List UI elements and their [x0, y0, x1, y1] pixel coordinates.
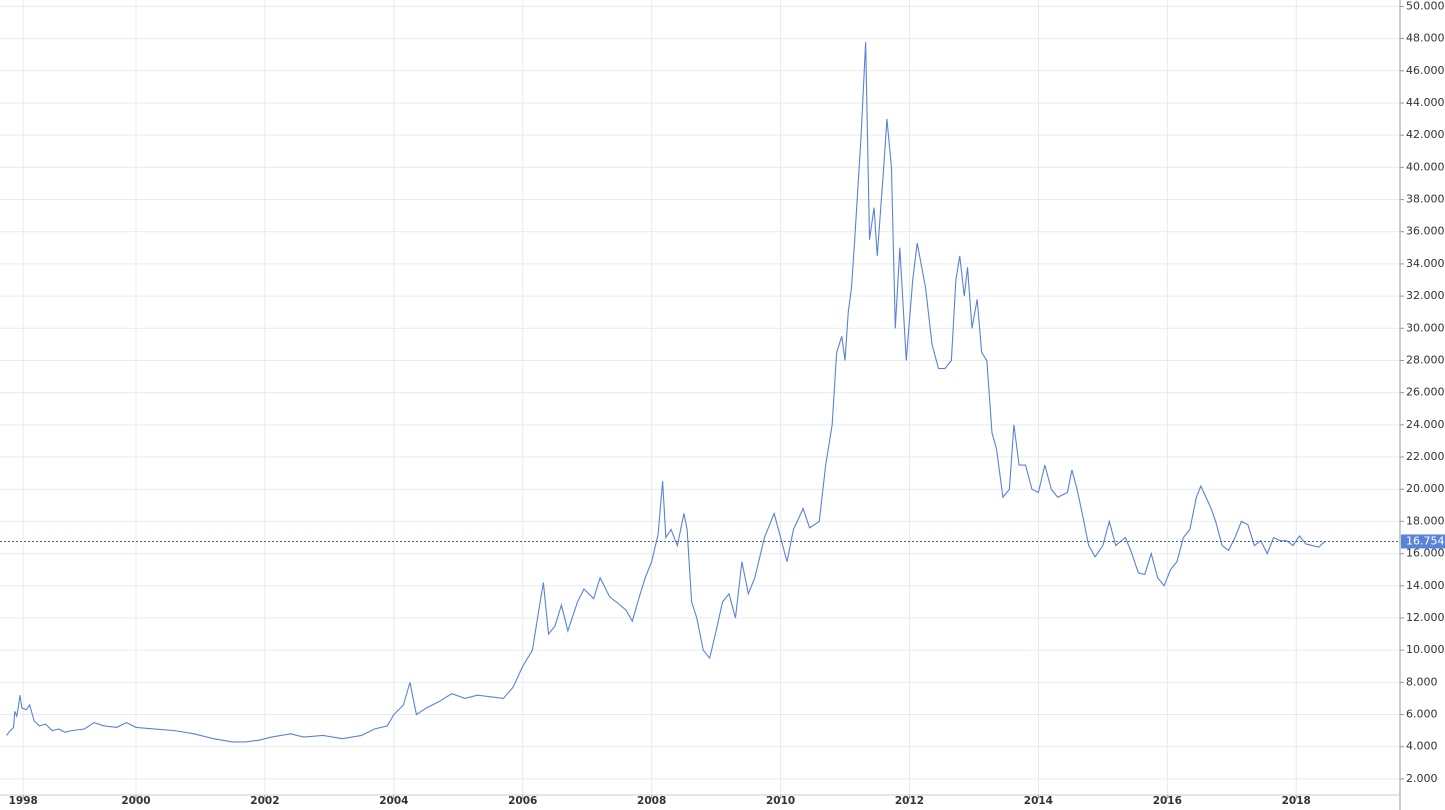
y-tick-label: 10.000 — [1406, 643, 1445, 656]
x-tick-label: 2016 — [1153, 795, 1182, 807]
y-tick-label: 2.000 — [1406, 772, 1438, 785]
x-tick-label: 2012 — [895, 795, 924, 807]
y-tick-label: 34.000 — [1406, 257, 1445, 270]
price-line — [6, 41, 1326, 743]
y-tick-label: 50.000 — [1406, 0, 1445, 12]
y-tick-label: 32.000 — [1406, 289, 1445, 302]
current-price-label: 16.754 — [1406, 534, 1445, 547]
y-tick-label: 46.000 — [1406, 64, 1445, 77]
y-tick-label: 16.000 — [1406, 547, 1445, 560]
y-tick-label: 8.000 — [1406, 675, 1438, 688]
y-tick-label: 44.000 — [1406, 96, 1445, 109]
y-tick-label: 18.000 — [1406, 514, 1445, 527]
x-tick-label: 2004 — [379, 795, 408, 807]
x-tick-label: 2008 — [637, 795, 666, 807]
y-tick-label: 14.000 — [1406, 579, 1445, 592]
x-tick-label: 2006 — [508, 795, 537, 807]
x-tick-label: 2018 — [1282, 795, 1311, 807]
y-tick-label: 36.000 — [1406, 225, 1445, 238]
y-tick-label: 20.000 — [1406, 482, 1445, 495]
y-tick-label: 48.000 — [1406, 32, 1445, 45]
y-tick-label: 40.000 — [1406, 160, 1445, 173]
x-tick-label: 2014 — [1024, 795, 1053, 807]
y-tick-label: 38.000 — [1406, 193, 1445, 206]
x-tick-label: 2010 — [766, 795, 795, 807]
current-price-box — [1401, 534, 1445, 549]
x-tick-label: 2002 — [250, 795, 279, 807]
y-tick-label: 22.000 — [1406, 450, 1445, 463]
y-tick-label: 24.000 — [1406, 418, 1445, 431]
y-tick-label: 28.000 — [1406, 353, 1445, 366]
x-tick-label: 2000 — [121, 795, 150, 807]
y-tick-label: 42.000 — [1406, 128, 1445, 141]
y-tick-label: 30.000 — [1406, 321, 1445, 334]
y-tick-label: 26.000 — [1406, 386, 1445, 399]
y-tick-label: 4.000 — [1406, 740, 1438, 753]
x-tick-label: 1998 — [9, 795, 38, 807]
y-tick-label: 12.000 — [1406, 611, 1445, 624]
y-tick-label: 6.000 — [1406, 708, 1438, 721]
